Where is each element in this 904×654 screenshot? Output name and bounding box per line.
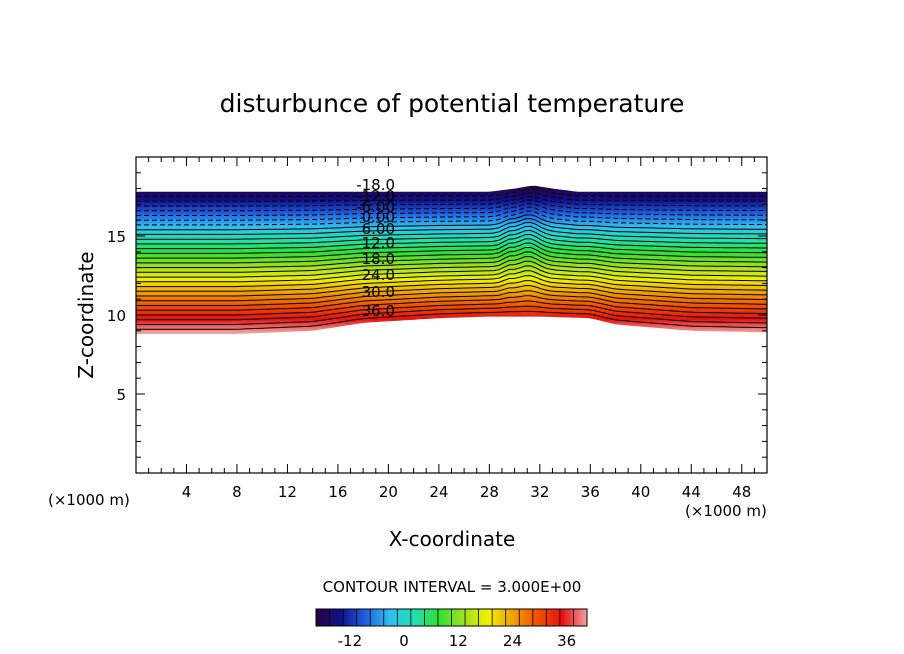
colorbar-tick-label: 36 <box>557 632 576 650</box>
contour-label: -12.0 <box>356 187 395 205</box>
contour-line <box>136 251 767 273</box>
colorbar-frame <box>315 608 588 627</box>
contour-line <box>136 225 767 245</box>
colorbar-tick-label: 0 <box>399 632 409 650</box>
contour-line <box>136 275 768 297</box>
contour-line <box>136 260 768 283</box>
contour-line <box>136 285 768 306</box>
contour-label: 0.00 <box>362 208 395 226</box>
colorbar: -12 0 12 24 36 <box>315 608 588 650</box>
contour-line <box>136 280 768 302</box>
y-tick-label: 5 <box>116 386 126 404</box>
contour-line <box>136 233 768 254</box>
temperature-field <box>136 185 767 334</box>
contour-line <box>136 189 767 197</box>
x-tick-label: 12 <box>278 483 297 501</box>
y-tick-labels: 5 10 15 <box>107 228 126 404</box>
x-tick-label: 8 <box>232 483 242 501</box>
contour-label: 12.0 <box>362 234 395 252</box>
contour-label: 24.0 <box>362 266 395 284</box>
colorbar-tick-label: 12 <box>449 632 468 650</box>
contour-label: -18.0 <box>356 176 395 194</box>
contour-line <box>136 295 768 316</box>
contour-line <box>136 242 768 264</box>
contour-label: 36.0 <box>362 302 395 320</box>
y-axis-label: Z-coordinate <box>74 251 98 378</box>
plot-area: -18.0-12.0-6.000.006.0012.018.024.030.03… <box>135 156 768 474</box>
contour-line <box>136 199 767 212</box>
colorbar-tick-label: 24 <box>503 632 522 650</box>
contour-line <box>136 255 767 278</box>
colorbar-tick-labels: -12 0 12 24 36 <box>338 632 577 650</box>
x-tick-label: 32 <box>530 483 549 501</box>
x-tick-label: 40 <box>631 483 650 501</box>
axis-ticks <box>136 157 767 473</box>
contour-line <box>136 265 768 288</box>
x-tick-label: 44 <box>682 483 701 501</box>
contour-line <box>136 206 767 221</box>
contour-label: -6.00 <box>356 198 395 216</box>
contour-lines <box>136 189 768 330</box>
contour-line <box>136 305 768 325</box>
contour-line <box>136 221 767 240</box>
contour-line <box>136 238 768 259</box>
contour-line <box>136 246 768 269</box>
x-tick-label: 4 <box>182 483 192 501</box>
contour-labels: -18.0-12.0-6.000.006.0012.018.024.030.03… <box>356 176 395 320</box>
x-tick-label: 24 <box>429 483 448 501</box>
x-tick-label: 36 <box>581 483 600 501</box>
contour-line <box>136 210 768 226</box>
x-tick-label: 16 <box>328 483 347 501</box>
x-tick-label: 48 <box>732 483 751 501</box>
contour-line <box>136 214 768 231</box>
contour-line <box>136 229 767 250</box>
chart-title: disturbunce of potential temperature <box>220 89 685 118</box>
x-tick-label: 20 <box>379 483 398 501</box>
y-tick-label: 10 <box>107 307 126 325</box>
x-axis-label: X-coordinate <box>389 527 516 551</box>
contour-line <box>136 290 767 311</box>
x-unit-left: (×1000 m) <box>48 491 130 509</box>
contour-line <box>136 203 767 216</box>
contour-label: 6.00 <box>362 220 395 238</box>
contour-line <box>136 300 768 321</box>
contour-label: 30.0 <box>362 283 395 301</box>
contour-line <box>136 310 768 330</box>
y-tick-label: 15 <box>107 228 126 246</box>
contour-interval-label: CONTOUR INTERVAL = 3.000E+00 <box>323 578 582 596</box>
y-unit-right: (×1000 m) <box>685 502 767 520</box>
contour-line <box>136 270 768 292</box>
contour-line <box>136 195 767 207</box>
x-tick-labels: 4 8 12 16 20 24 28 32 36 40 44 48 <box>182 483 752 501</box>
contour-line <box>136 192 767 202</box>
colorbar-tick-label: -12 <box>338 632 363 650</box>
x-tick-label: 28 <box>480 483 499 501</box>
contour-line <box>136 217 767 235</box>
colorbar-segments <box>329 609 574 626</box>
contour-label: 18.0 <box>362 250 395 268</box>
